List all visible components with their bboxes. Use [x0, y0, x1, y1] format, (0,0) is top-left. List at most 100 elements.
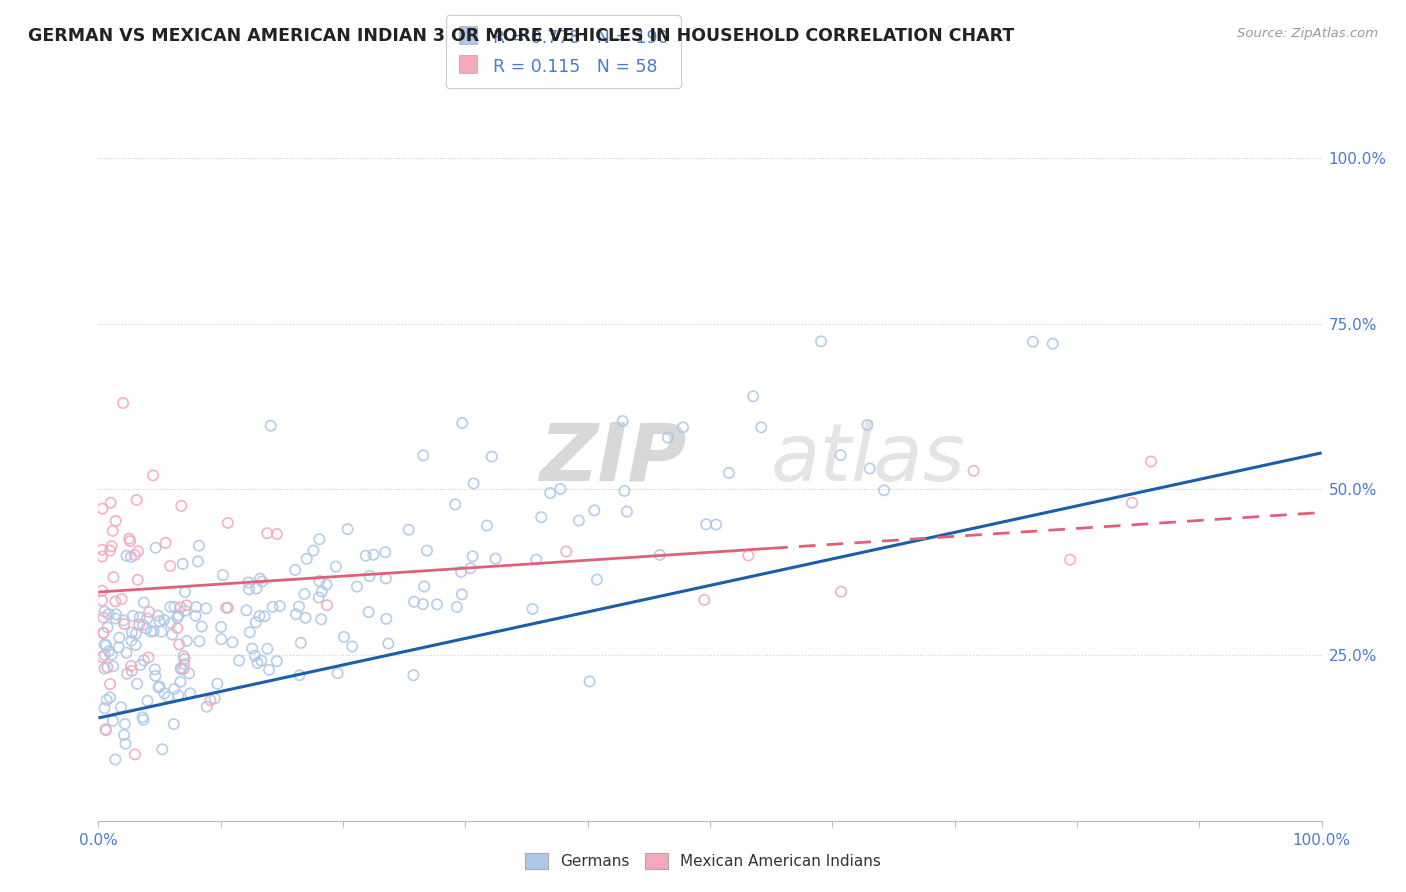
Point — [120, 549, 142, 564]
Point — [166, 610, 188, 624]
Point — [336, 522, 359, 536]
Legend: R = 0.778   N = 190, R = 0.115   N = 58: R = 0.778 N = 190, R = 0.115 N = 58 — [446, 15, 681, 88]
Point — [354, 549, 377, 563]
Point — [112, 614, 135, 628]
Point — [98, 677, 121, 691]
Point — [648, 548, 671, 562]
Point — [163, 717, 186, 731]
Point — [176, 633, 198, 648]
Point — [377, 636, 399, 650]
Point — [159, 599, 181, 614]
Point — [108, 631, 131, 645]
Point — [169, 661, 191, 675]
Point — [135, 622, 157, 636]
Point — [749, 420, 772, 434]
Point — [238, 582, 260, 597]
Point — [221, 635, 243, 649]
Point — [112, 396, 135, 410]
Point — [167, 637, 190, 651]
Point — [613, 483, 636, 498]
Point — [374, 545, 396, 559]
Point — [217, 516, 239, 530]
Point — [290, 636, 312, 650]
Point — [91, 583, 114, 598]
Point — [308, 591, 330, 605]
Point — [166, 621, 188, 635]
Point — [357, 605, 380, 619]
Point — [93, 637, 115, 651]
Point — [308, 533, 330, 547]
Point — [249, 572, 271, 586]
Point — [125, 627, 148, 641]
Point — [374, 571, 396, 585]
Point — [132, 653, 155, 667]
Point — [97, 644, 120, 658]
Point — [110, 700, 132, 714]
Point — [240, 641, 263, 656]
Point — [235, 603, 257, 617]
Point — [176, 599, 198, 613]
Point — [363, 548, 385, 562]
Point — [309, 612, 332, 626]
Point — [104, 514, 127, 528]
Point — [128, 617, 150, 632]
Point — [91, 542, 114, 557]
Point — [121, 633, 143, 648]
Point — [190, 619, 212, 633]
Point — [127, 544, 149, 558]
Point — [145, 541, 167, 555]
Point — [239, 625, 262, 640]
Point — [163, 599, 186, 614]
Point — [207, 676, 229, 690]
Point — [1140, 454, 1163, 468]
Point — [110, 592, 132, 607]
Point — [170, 663, 193, 677]
Point — [426, 598, 449, 612]
Point — [243, 648, 266, 663]
Point — [463, 476, 485, 491]
Point — [717, 466, 740, 480]
Point — [586, 573, 609, 587]
Point — [148, 614, 170, 628]
Point — [578, 674, 600, 689]
Point — [257, 663, 280, 677]
Point — [115, 666, 138, 681]
Point — [162, 627, 184, 641]
Point — [148, 681, 170, 695]
Point — [238, 575, 260, 590]
Point — [695, 517, 717, 532]
Point — [101, 524, 124, 538]
Point — [859, 461, 882, 475]
Point — [145, 669, 167, 683]
Point — [316, 598, 339, 612]
Point — [115, 549, 138, 563]
Point — [704, 517, 727, 532]
Point — [155, 536, 177, 550]
Point — [288, 668, 311, 682]
Point — [121, 664, 143, 678]
Point — [91, 626, 114, 640]
Point — [742, 389, 765, 403]
Point — [260, 418, 283, 433]
Text: Source: ZipAtlas.com: Source: ZipAtlas.com — [1237, 27, 1378, 40]
Point — [136, 611, 159, 625]
Point — [346, 580, 368, 594]
Point — [1121, 496, 1143, 510]
Point — [103, 570, 125, 584]
Point — [856, 417, 879, 432]
Point — [451, 416, 474, 430]
Point — [121, 625, 143, 640]
Point — [105, 607, 128, 622]
Point — [326, 666, 349, 681]
Point — [100, 496, 122, 510]
Point — [412, 448, 434, 462]
Point — [96, 693, 118, 707]
Point — [446, 599, 468, 614]
Point — [114, 717, 136, 731]
Point — [148, 680, 170, 694]
Point — [204, 691, 226, 706]
Point — [139, 624, 162, 639]
Text: ZIP: ZIP — [538, 420, 686, 498]
Point — [550, 482, 572, 496]
Point — [195, 601, 218, 615]
